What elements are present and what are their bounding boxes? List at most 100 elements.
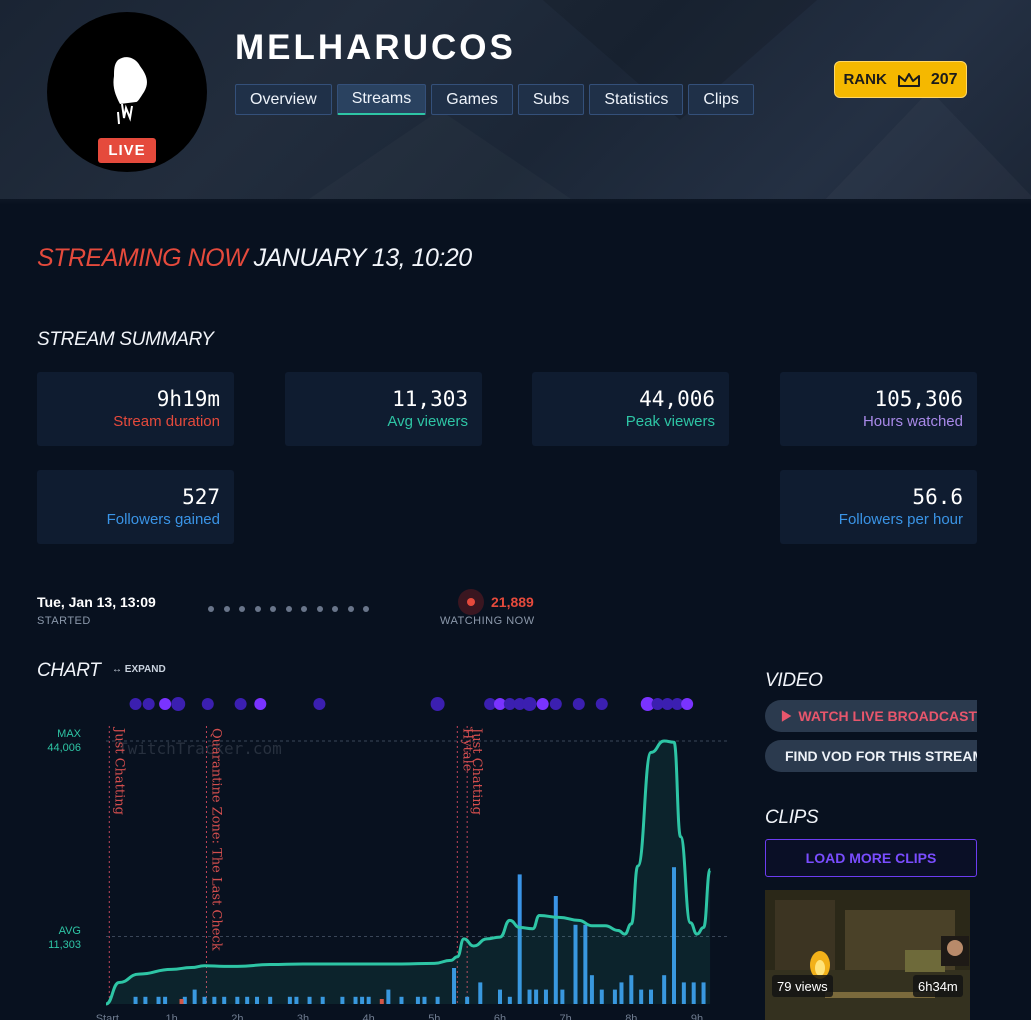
follower-bar xyxy=(465,996,470,1004)
channel-tabs: Overview Streams Games Subs Statistics C… xyxy=(235,84,754,115)
follower-bar xyxy=(386,989,391,1004)
follower-bar xyxy=(639,989,644,1004)
follower-bar xyxy=(435,996,440,1004)
clip-scene-image xyxy=(765,890,970,1020)
stat-label: Followers gained xyxy=(106,511,220,528)
highlight-dot xyxy=(159,698,172,710)
max-value: 44,006 xyxy=(47,742,81,754)
rank-badge[interactable]: RANK 207 xyxy=(834,61,967,98)
highlight-dot xyxy=(254,698,267,710)
stream-summary-title: STREAM SUMMARY xyxy=(37,329,214,350)
clip-views: 79 views xyxy=(772,975,833,997)
crown-icon xyxy=(897,72,920,87)
stat-value: 527 xyxy=(182,485,220,509)
follower-bar xyxy=(212,996,217,1004)
follower-bar xyxy=(497,989,502,1004)
follower-bar xyxy=(245,996,250,1004)
follower-bar xyxy=(534,989,539,1004)
watching-now-label: WATCHING NOW xyxy=(440,615,535,627)
x-tick-label: 3h xyxy=(297,1013,309,1020)
follower-bar xyxy=(478,982,483,1004)
follower-bar xyxy=(415,996,420,1004)
stat-label: Followers per hour xyxy=(838,511,963,528)
stat-label: Hours watched xyxy=(862,413,963,430)
tab-overview[interactable]: Overview xyxy=(235,84,332,115)
rank-label: RANK xyxy=(843,71,887,88)
stat-card-peak-viewers: 44,006 Peak viewers xyxy=(532,372,729,446)
follower-bar xyxy=(629,975,634,1004)
follower-bar xyxy=(553,896,558,1004)
follower-bar xyxy=(543,989,548,1004)
expand-chart-button[interactable]: ↔ EXPAND xyxy=(112,664,166,675)
max-label: MAX xyxy=(57,728,82,740)
load-more-clips-button[interactable]: LOAD MORE CLIPS xyxy=(765,839,977,877)
stat-value: 9h19m xyxy=(156,387,220,411)
stat-card-followers-gained: 527 Followers gained xyxy=(37,470,234,544)
started-time: Tue, Jan 13, 13:09 xyxy=(37,594,156,610)
chart-title: CHART xyxy=(37,660,101,681)
follower-bar-highlight xyxy=(379,999,384,1004)
find-vod-button[interactable]: FIND VOD FOR THIS STREAM xyxy=(765,740,977,772)
x-tick-label: 5h xyxy=(428,1013,440,1020)
highlight-dot xyxy=(661,698,674,710)
watching-now-value: 21,889 xyxy=(491,594,534,610)
follower-bar xyxy=(612,989,617,1004)
highlight-dot xyxy=(572,698,585,710)
stat-card-followers-per-hour: 56.6 Followers per hour xyxy=(780,470,977,544)
highlight-dot xyxy=(484,698,497,710)
stat-value: 44,006 xyxy=(639,387,715,411)
live-badge: LIVE xyxy=(98,138,156,163)
highlight-dot xyxy=(671,698,684,710)
x-tick-label: 9h xyxy=(691,1013,703,1020)
tab-streams[interactable]: Streams xyxy=(336,84,427,115)
follower-bar xyxy=(422,996,427,1004)
follower-bar xyxy=(517,874,522,1004)
follower-bar xyxy=(701,982,706,1004)
x-tick-label: 8h xyxy=(625,1013,637,1020)
highlight-dot xyxy=(171,697,186,711)
highlight-dot xyxy=(681,698,694,710)
follower-bar xyxy=(360,996,365,1004)
follower-bar xyxy=(156,996,161,1004)
viewers-area xyxy=(106,741,711,1004)
x-tick-label: 2h xyxy=(231,1013,243,1020)
highlight-dot xyxy=(522,697,537,711)
expand-icon: ↔ xyxy=(112,664,122,675)
follower-bar xyxy=(353,996,358,1004)
follower-bar xyxy=(307,996,312,1004)
highlight-dot xyxy=(129,698,142,710)
streaming-now-label: STREAMING NOW xyxy=(37,244,248,272)
tab-statistics[interactable]: Statistics xyxy=(589,84,684,115)
highlight-dot xyxy=(536,698,549,710)
channel-name: MELHARUCOS xyxy=(235,28,516,67)
follower-bar xyxy=(255,996,260,1004)
follower-bar xyxy=(192,989,197,1004)
tab-clips[interactable]: Clips xyxy=(688,84,754,115)
highlight-dot xyxy=(640,697,655,711)
highlight-dot xyxy=(313,698,326,710)
x-tick-label: Start xyxy=(96,1013,119,1020)
avatar-logo-icon xyxy=(113,57,147,125)
follower-bar xyxy=(133,996,138,1004)
watch-live-button[interactable]: WATCH LIVE BROADCAST xyxy=(765,700,977,732)
avg-value: 11,303 xyxy=(48,939,81,951)
stat-label: Stream duration xyxy=(113,413,220,430)
expand-label: EXPAND xyxy=(124,664,166,675)
clip-thumbnail[interactable] xyxy=(765,890,970,1020)
chart-watermark: TwitchTracker.com xyxy=(118,739,282,758)
viewers-chart[interactable]: TwitchTracker.com MAX 44,006 AVG 11,303 Just … xyxy=(0,0,760,1020)
stat-card-avg-viewers: 11,303 Avg viewers xyxy=(285,372,482,446)
highlight-dot xyxy=(430,697,445,711)
follower-bar xyxy=(340,996,345,1004)
highlight-dot xyxy=(503,698,516,710)
timeline-dots xyxy=(208,606,369,612)
highlight-dot xyxy=(513,698,526,710)
highlight-dot xyxy=(549,698,562,710)
follower-bar xyxy=(691,982,696,1004)
follower-bar xyxy=(662,975,667,1004)
follower-bar xyxy=(583,924,588,1004)
follower-bar xyxy=(599,989,604,1004)
tab-subs[interactable]: Subs xyxy=(517,84,585,115)
tab-games[interactable]: Games xyxy=(431,84,513,115)
stat-label: Avg viewers xyxy=(387,413,468,430)
